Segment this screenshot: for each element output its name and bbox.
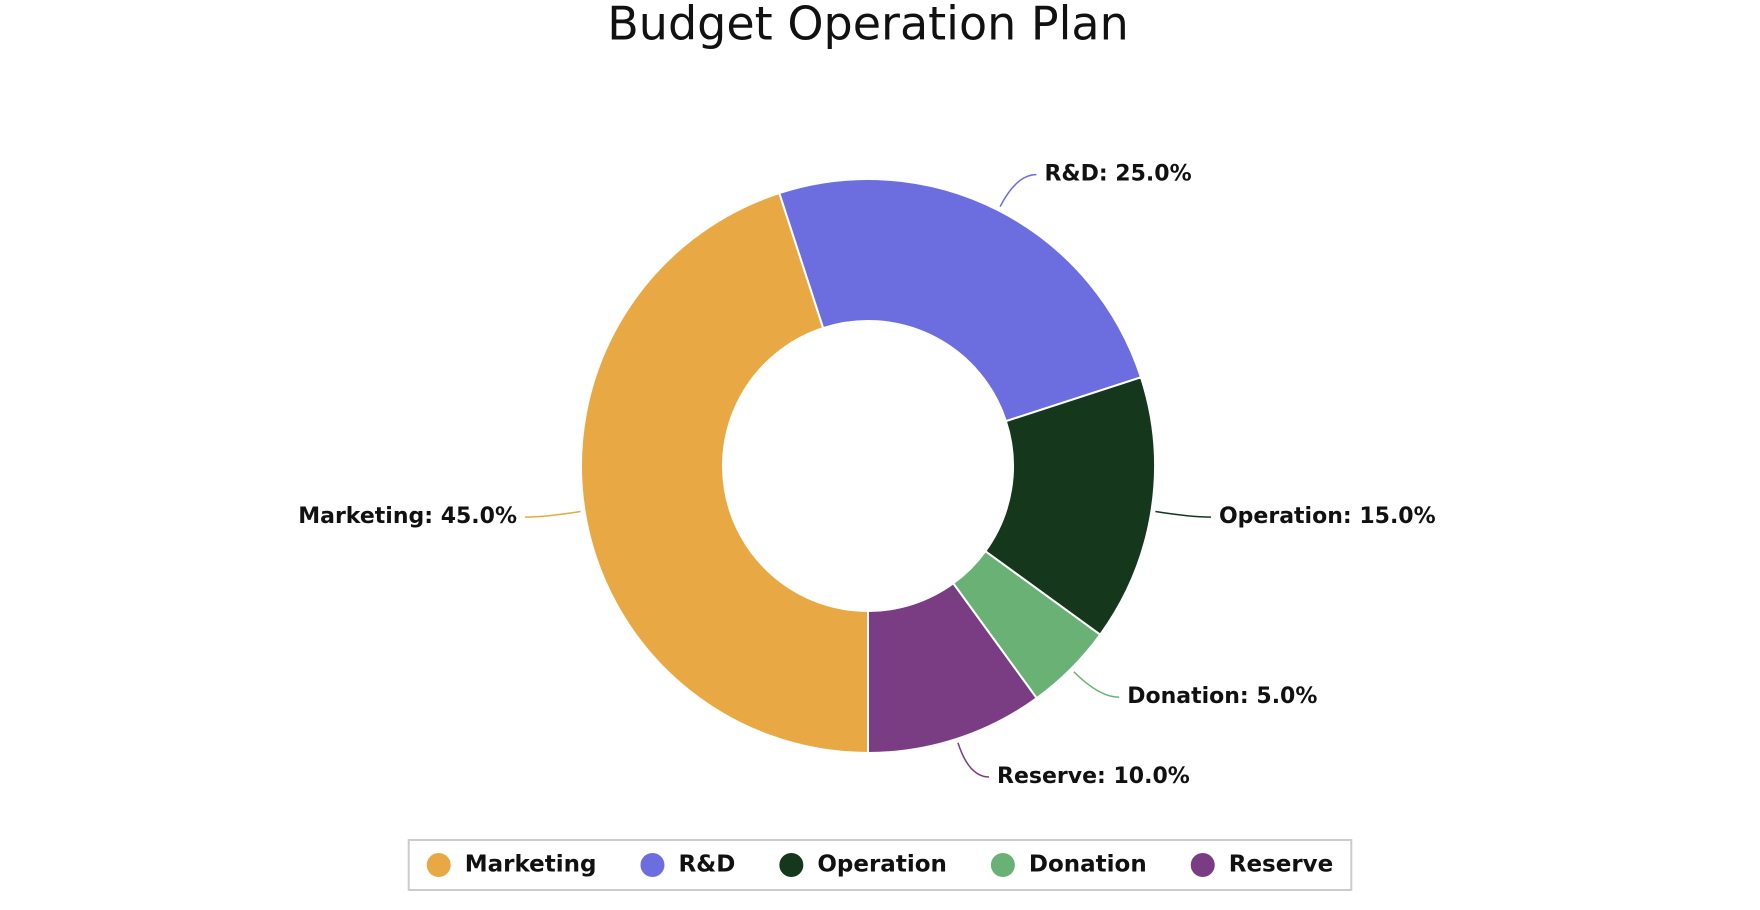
legend-box bbox=[407, 839, 1353, 891]
data-label: Marketing: 45.0% bbox=[298, 504, 517, 529]
slice bbox=[580, 191, 869, 755]
data-label: R&D: 25.0% bbox=[1044, 162, 1191, 187]
data-label: Operation: 15.0% bbox=[1219, 504, 1436, 529]
legend-label: Marketing bbox=[465, 852, 597, 878]
slice bbox=[983, 376, 1156, 637]
legend-label: Donation bbox=[1029, 852, 1147, 878]
legend-label: Operation bbox=[817, 852, 947, 878]
legend-marker bbox=[640, 853, 665, 877]
chart-title: Budget Operation Plan bbox=[607, 0, 1128, 51]
data-label: Reserve: 10.0% bbox=[997, 764, 1190, 789]
leader-line bbox=[1073, 671, 1120, 698]
leader-line bbox=[525, 510, 581, 518]
legend-marker bbox=[779, 853, 804, 877]
legend-marker bbox=[1190, 853, 1215, 877]
legend-label: Reserve bbox=[1229, 852, 1334, 878]
legend-marker bbox=[426, 853, 451, 877]
legend: Marketing R&D Operation Donation Reserve bbox=[407, 839, 1353, 891]
slice bbox=[867, 581, 1039, 755]
data-label: Donation: 5.0% bbox=[1127, 684, 1317, 709]
slice bbox=[778, 178, 1143, 423]
legend-marker bbox=[990, 853, 1015, 877]
leader-line bbox=[999, 173, 1037, 208]
legend-label: R&D bbox=[678, 852, 735, 878]
leader-line bbox=[957, 742, 990, 778]
leader-line bbox=[1155, 510, 1211, 518]
